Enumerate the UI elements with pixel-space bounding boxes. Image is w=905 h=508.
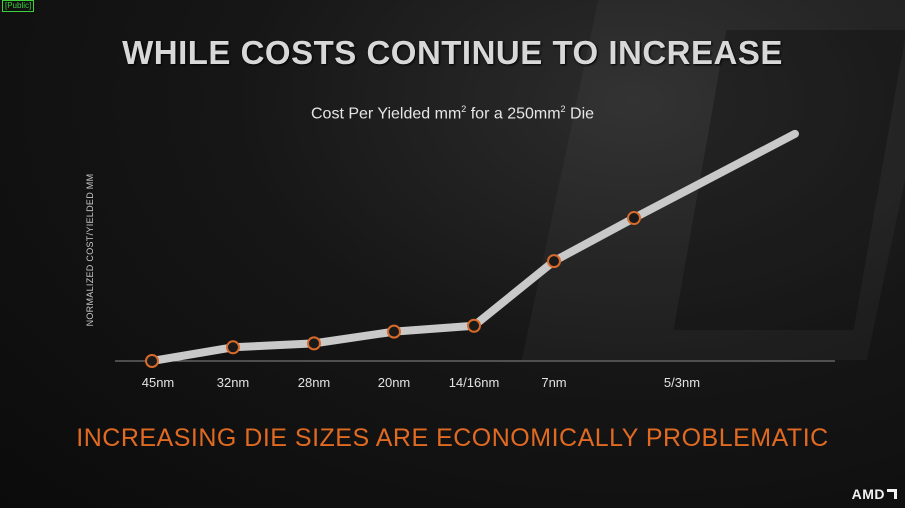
classification-tag: [Public] [2, 0, 35, 12]
data-point [627, 211, 641, 226]
x-tick-label: 7nm [541, 375, 566, 390]
amd-logo: AMD [852, 486, 897, 502]
chart-title-part: Die [565, 105, 595, 123]
data-point [387, 324, 401, 339]
slide-title: WHILE COSTS CONTINUE TO INCREASE [122, 34, 783, 71]
chart-title-part: for a 250mm [466, 105, 561, 123]
logo-text: AMD [851, 486, 885, 502]
x-tick-label: 20nm [378, 375, 411, 390]
x-tick-label: 45nm [142, 375, 175, 390]
data-point [145, 354, 159, 368]
x-tick-label: 28nm [298, 375, 331, 390]
data-point [226, 340, 240, 355]
chart-title-superscript: 2 [461, 104, 467, 114]
tick-layer: 45nm 32nm 28nm 20nm 14/16nm 7nm 5/3nm [142, 375, 700, 390]
x-tick-label: 5/3nm [664, 375, 700, 390]
chart-title-superscript: 2 [560, 104, 566, 114]
data-point [467, 318, 481, 333]
x-tick-label: 14/16nm [449, 375, 500, 390]
chart-title: Cost Per Yielded mm2 for a 250mm2 Die [0, 104, 905, 123]
chart-title-part: Cost Per Yielded mm [310, 105, 462, 123]
series-layer [145, 129, 799, 368]
logo-arrow-icon [887, 489, 897, 499]
data-point [307, 336, 321, 351]
data-point [547, 254, 561, 269]
x-tick-label: 32nm [217, 375, 250, 390]
series-line [148, 129, 799, 365]
slide-footer-statement: INCREASING DIE SIZES ARE ECONOMICALLY PR… [76, 424, 829, 452]
